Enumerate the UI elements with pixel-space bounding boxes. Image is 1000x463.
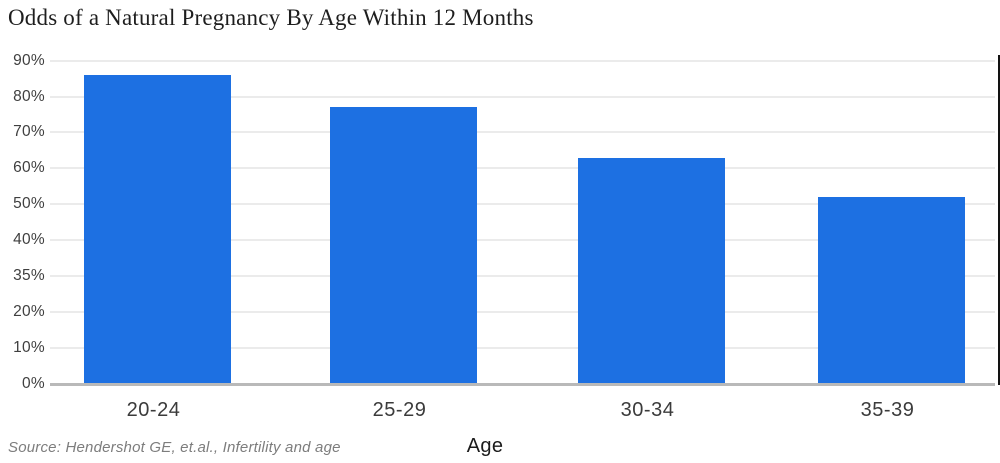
y-axis-tick-label: 60%	[13, 159, 45, 177]
source-note: Source: Hendershot GE, et.al., Infertili…	[8, 439, 341, 456]
y-axis-tick-label: 35%	[13, 267, 45, 285]
y-axis-tick-label: 90%	[13, 51, 45, 69]
y-axis-tick-label: 40%	[13, 231, 45, 249]
y-axis-tick-label: 10%	[13, 339, 45, 357]
gridline	[50, 95, 995, 98]
chart-title: Odds of a Natural Pregnancy By Age Withi…	[8, 5, 534, 30]
x-axis-baseline	[50, 382, 995, 386]
x-axis-label-20-24: 20-24	[126, 399, 181, 421]
gridline	[50, 275, 995, 278]
x-axis-label-35-39: 35-39	[860, 399, 915, 421]
y-axis-tick-label: 50%	[13, 195, 45, 213]
gridline	[50, 239, 995, 242]
gridline	[50, 59, 995, 62]
bar-20-24	[84, 75, 231, 384]
x-axis-label-30-34: 30-34	[620, 399, 675, 421]
y-axis-tick-label: 70%	[13, 123, 45, 141]
y-axis-tick-label: 80%	[13, 87, 45, 105]
gridline	[50, 311, 995, 314]
gridline	[50, 167, 995, 170]
gridline	[50, 347, 995, 350]
x-axis-title: Age	[466, 435, 504, 457]
gridline	[50, 131, 995, 134]
x-axis-label-25-29: 25-29	[372, 399, 427, 421]
bar-35-39	[818, 197, 965, 384]
y-axis-tick-label: 20%	[13, 303, 45, 321]
y-axis-tick-label: 0%	[21, 375, 45, 392]
gridline	[50, 203, 995, 206]
bar-30-34	[578, 157, 725, 384]
bar-25-29	[330, 107, 477, 384]
window-edge-line	[998, 55, 1000, 385]
